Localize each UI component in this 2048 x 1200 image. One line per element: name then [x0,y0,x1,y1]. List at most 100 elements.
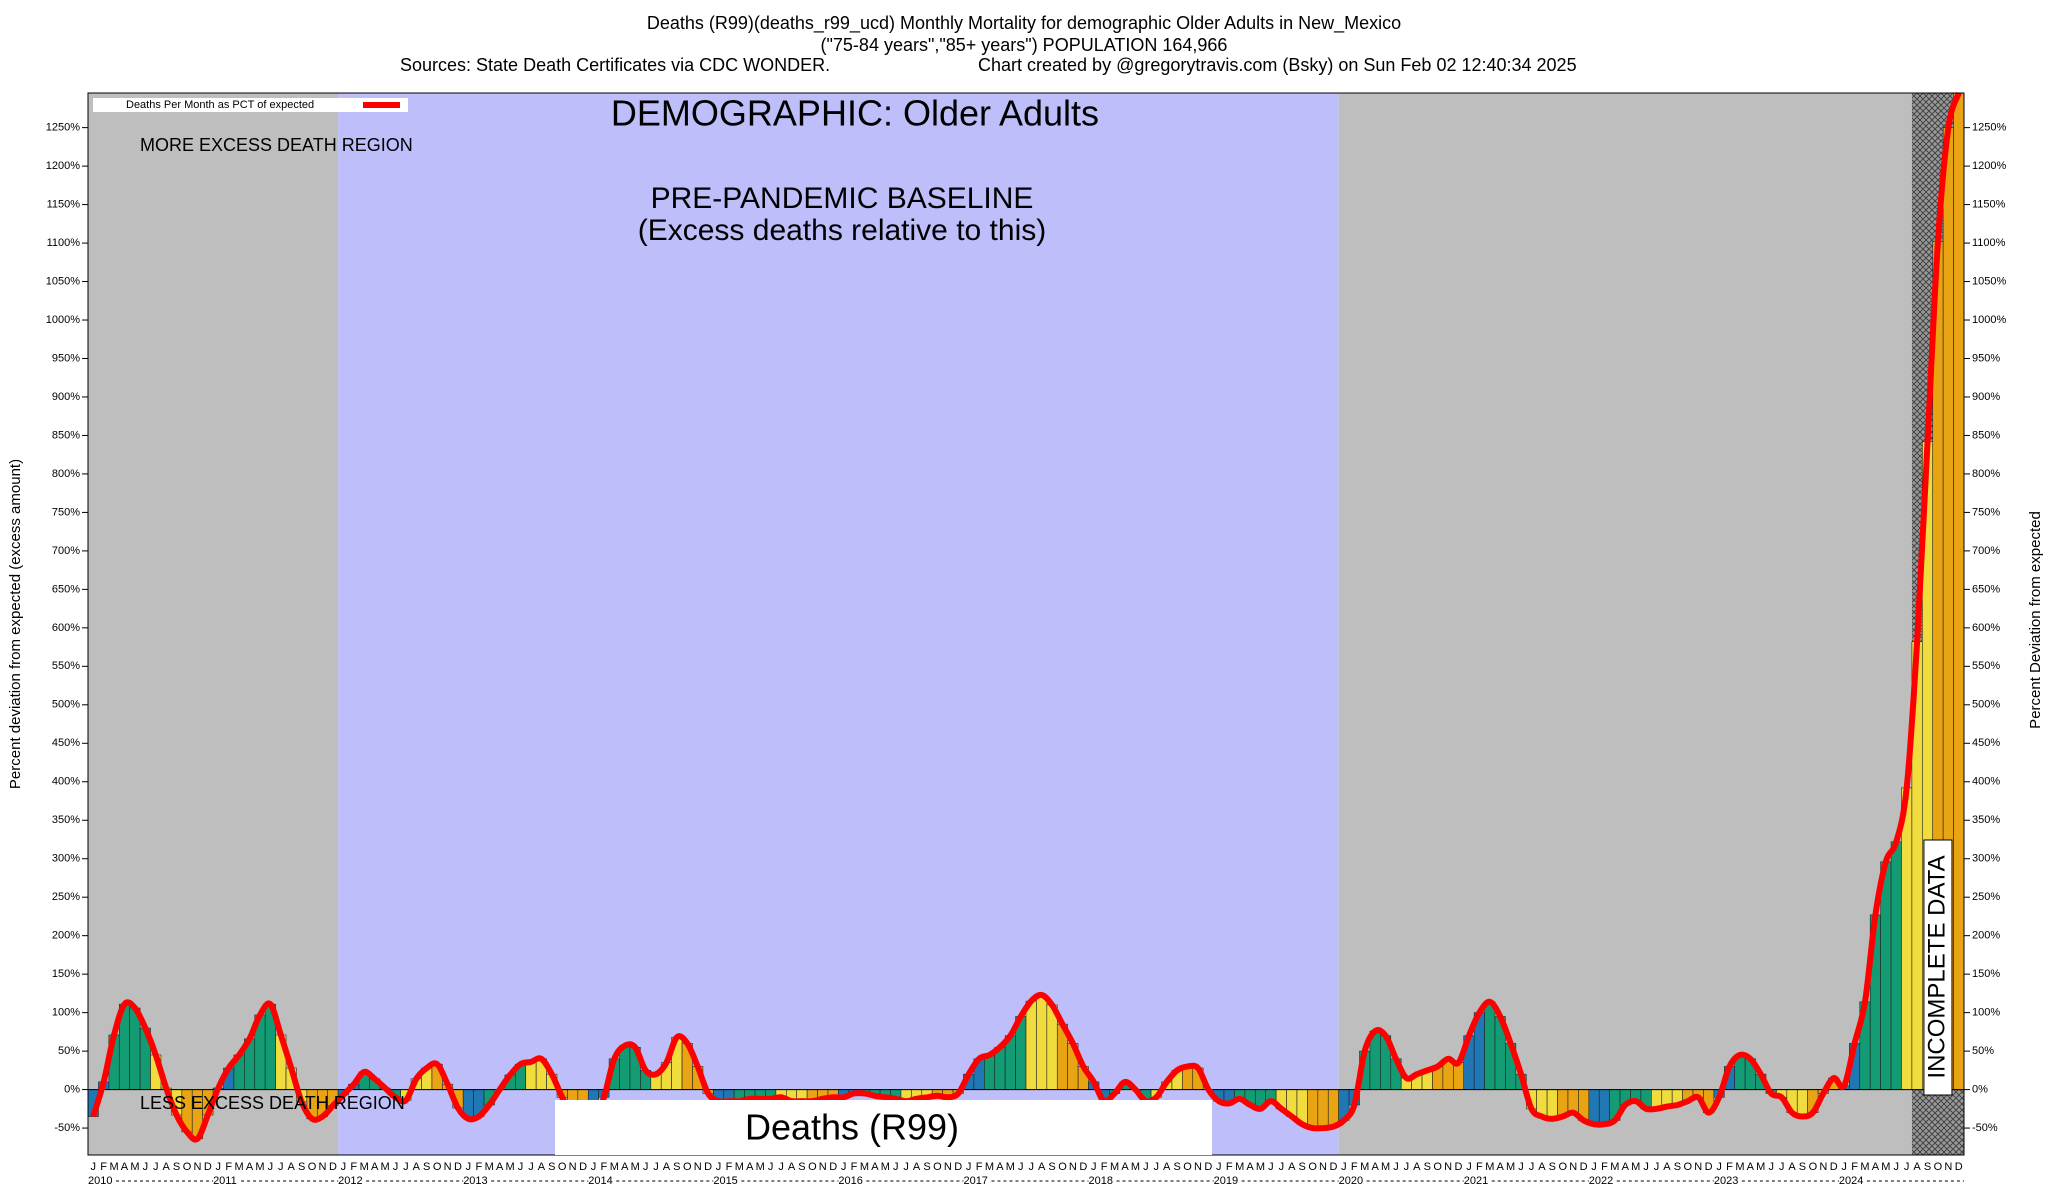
y-tick-label: 700% [52,545,80,557]
x-tick-label: A [246,1161,254,1173]
x-tick-label: A [746,1161,754,1173]
y-tick-label: 200% [52,930,80,942]
source: Sources: State Death Certificates via CD… [400,55,830,75]
y-axis-label: Percent deviation from expected (excess … [7,459,24,789]
x-tick-label: J [1779,1161,1785,1173]
y2-tick-label: 50% [1972,1045,1994,1057]
x-tick-label: J [216,1161,222,1173]
annotation: DEMOGRAPHIC: Older Adults [611,93,1099,134]
x-tick-label: J [1894,1161,1900,1173]
x-tick-label: J [716,1161,722,1173]
y2-tick-label: 400% [1972,776,2000,788]
y2-tick-label: 200% [1972,930,2000,942]
x-tick-label: J [778,1161,784,1173]
x-tick-label: M [1631,1161,1640,1173]
x-tick-label: F [601,1161,608,1173]
x-tick-label: J [278,1161,284,1173]
x-tick-label: S [923,1161,930,1173]
x-tick-label: S [1799,1161,1806,1173]
incomplete-box [1923,839,1953,1096]
y2-tick-label: 100% [1972,1007,2000,1019]
x-tick-label: D [1329,1161,1337,1173]
y2-tick-label: 250% [1972,891,2000,903]
x-tick-label: F [1226,1161,1233,1173]
x-tick-label: A [1747,1161,1755,1173]
y-tick-label: 1150% [47,198,81,210]
x-tick-label: J [966,1161,972,1173]
x-tick-label: D [954,1161,962,1173]
region-gray [1338,93,1912,1155]
y2-tick-label: 750% [1972,506,2000,518]
x-tick-label: O [1558,1161,1567,1173]
x-tick-label: A [1913,1161,1921,1173]
y2-tick-label: -50% [1972,1122,1998,1134]
x-tick-label: J [1643,1161,1649,1173]
x-tick-label: S [798,1161,805,1173]
x-tick-label: J [90,1161,96,1173]
x-tick-label: A [1788,1161,1796,1173]
year-label: 2017 [963,1175,987,1187]
y-tick-label: 400% [52,776,80,788]
x-tick-label: A [1038,1161,1046,1173]
annotation: INCOMPLETE DATA [1923,855,1950,1078]
x-tick-label: M [485,1161,494,1173]
x-tick-label: M [1881,1161,1890,1173]
y-tick-label: 0% [64,1083,80,1095]
y2-tick-label: 550% [1972,660,2000,672]
x-tick-label: D [1204,1161,1212,1173]
x-tick-label: D [829,1161,837,1173]
x-tick-label: A [288,1161,296,1173]
x-tick-label: A [371,1161,379,1173]
x-tick-label: J [341,1161,347,1173]
bar [1327,1089,1339,1127]
x-tick-label: J [1268,1161,1274,1173]
x-tick-label: A [1246,1161,1254,1173]
x-tick-label: M [506,1161,515,1173]
x-tick-label: N [319,1161,327,1173]
x-tick-label: J [903,1161,909,1173]
year-label: 2018 [1089,1175,1113,1187]
x-tick-label: S [1924,1161,1931,1173]
x-tick-label: F [851,1161,858,1173]
x-tick-label: M [610,1161,619,1173]
x-tick-label: J [591,1161,597,1173]
y-tick-label: 1200% [46,160,80,172]
x-tick-label: J [1091,1161,1097,1173]
year-label: 2021 [1464,1175,1488,1187]
y-tick-label: 50% [58,1045,80,1057]
x-tick-label: O [1058,1161,1067,1173]
annotation: (Excess deaths relative to this) [638,214,1047,247]
year-label: 2013 [463,1175,487,1187]
x-tick-label: N [944,1161,952,1173]
year-label: 2020 [1339,1175,1363,1187]
region-baseline [338,93,1339,1155]
bar [1880,861,1892,1090]
y2-tick-label: 1100% [1972,237,2006,249]
x-tick-label: M [1360,1161,1369,1173]
x-tick-label: A [1371,1161,1379,1173]
x-tick-label: J [1018,1161,1024,1173]
annotation: LESS EXCESS DEATH REGION [140,1093,405,1113]
x-tick-label: N [444,1161,452,1173]
x-tick-label: N [1944,1161,1952,1173]
x-tick-label: S [548,1161,555,1173]
legend-label: Deaths Per Month as PCT of expected [126,99,314,111]
y-tick-label: 1050% [46,275,80,287]
y2-tick-label: 450% [1972,737,2000,749]
x-tick-label: O [183,1161,192,1173]
y2-tick-label: 1150% [1972,198,2006,210]
y2-tick-label: 650% [1972,583,2000,595]
bar [1484,1001,1496,1090]
y-tick-label: 500% [52,699,80,711]
y-tick-label: 450% [52,737,80,749]
x-tick-label: F [1601,1161,1608,1173]
x-tick-label: J [1841,1161,1847,1173]
x-tick-label: N [1444,1161,1452,1173]
x-tick-label: J [643,1161,649,1173]
x-tick-label: J [1518,1161,1524,1173]
year-label: 2015 [713,1175,737,1187]
chart-subtitle: ("75-84 years","85+ years") POPULATION 1… [821,35,1228,55]
bar [1588,1089,1600,1125]
x-tick-label: M [1506,1161,1515,1173]
